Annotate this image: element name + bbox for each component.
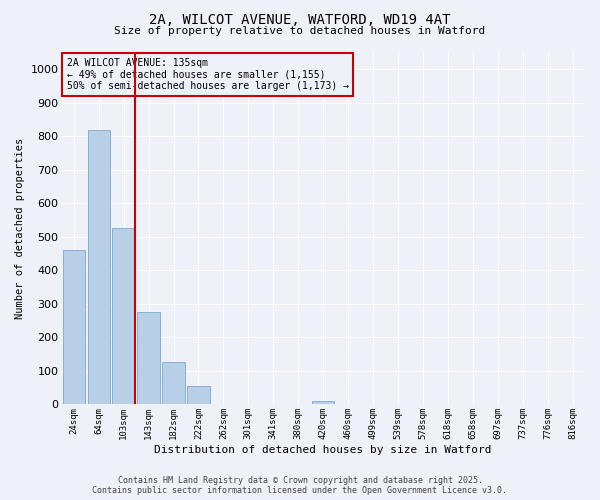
Bar xyxy=(88,130,110,404)
Text: Contains HM Land Registry data © Crown copyright and database right 2025.
Contai: Contains HM Land Registry data © Crown c… xyxy=(92,476,508,495)
Text: Size of property relative to detached houses in Watford: Size of property relative to detached ho… xyxy=(115,26,485,36)
Text: 2A, WILCOT AVENUE, WATFORD, WD19 4AT: 2A, WILCOT AVENUE, WATFORD, WD19 4AT xyxy=(149,12,451,26)
Text: 2A WILCOT AVENUE: 135sqm
← 49% of detached houses are smaller (1,155)
50% of sem: 2A WILCOT AVENUE: 135sqm ← 49% of detach… xyxy=(67,58,349,91)
Y-axis label: Number of detached properties: Number of detached properties xyxy=(15,138,25,319)
Bar xyxy=(112,228,135,404)
Bar xyxy=(62,250,85,404)
X-axis label: Distribution of detached houses by size in Watford: Distribution of detached houses by size … xyxy=(154,445,492,455)
Bar xyxy=(187,386,210,404)
Bar xyxy=(137,312,160,404)
Bar xyxy=(163,362,185,405)
Bar xyxy=(312,401,334,404)
